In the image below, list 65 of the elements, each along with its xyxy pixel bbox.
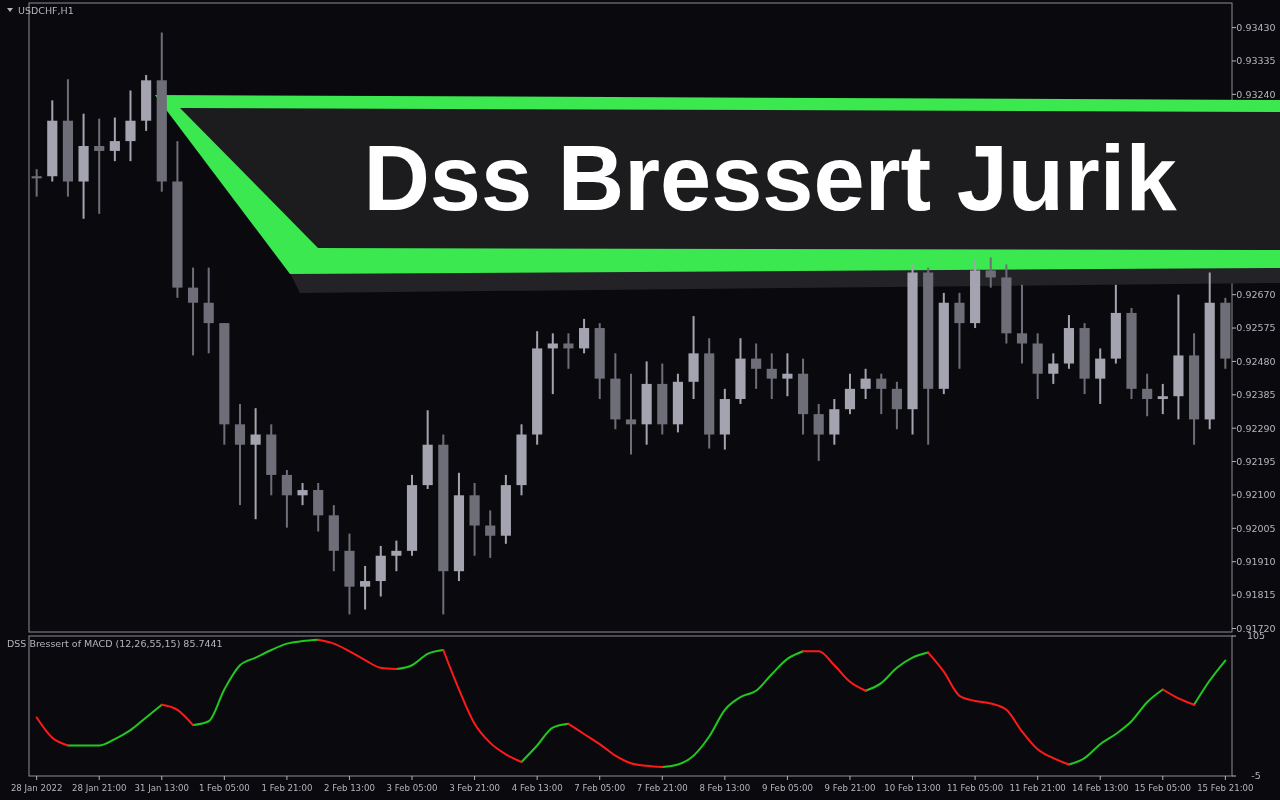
- x-tick-label: 28 Jan 2022: [10, 783, 63, 793]
- x-tick-label: 31 Jan 13:00: [134, 783, 189, 793]
- y-tick-label: 0.92385: [1236, 389, 1276, 401]
- candlestick: [782, 352, 793, 398]
- x-tick-label: 9 Feb 21:00: [824, 783, 876, 793]
- x-tick-label: 8 Feb 13:00: [699, 783, 751, 793]
- candlestick: [31, 168, 42, 198]
- candlestick: [234, 402, 246, 507]
- candlestick: [954, 291, 965, 370]
- candlestick: [187, 266, 199, 357]
- candlestick: [985, 256, 996, 289]
- x-tick-label: 9 Feb 05:00: [761, 783, 813, 793]
- x-tick-label: 1 Feb 21:00: [261, 783, 313, 793]
- candlestick: [1142, 372, 1153, 418]
- candlestick: [1048, 352, 1059, 385]
- candlestick: [876, 372, 887, 416]
- candlestick: [391, 539, 402, 573]
- candlestick: [360, 564, 371, 611]
- candlestick: [94, 117, 105, 215]
- y-tick-label: 0.92575: [1236, 322, 1276, 334]
- candlestick: [109, 116, 120, 163]
- y-tick-label: 0.92005: [1236, 522, 1276, 534]
- x-tick-label: 3 Feb 21:00: [449, 783, 501, 793]
- x-tick-label: 10 Feb 13:00: [884, 783, 941, 793]
- x-tick-label: 1 Feb 05:00: [198, 783, 250, 793]
- candlestick: [250, 407, 261, 521]
- candlestick: [891, 380, 902, 431]
- x-tick-label: 11 Feb 21:00: [1009, 783, 1066, 793]
- candlestick: [860, 367, 871, 401]
- candlestick: [625, 372, 637, 456]
- x-tick-label: 4 Feb 13:00: [511, 783, 563, 793]
- y-tick-label: 0.92290: [1236, 422, 1276, 434]
- candlestick: [844, 372, 856, 416]
- x-tick-label: 3 Feb 05:00: [386, 783, 438, 793]
- y-tick-label: 0.93430: [1236, 21, 1276, 33]
- candlestick: [1157, 382, 1168, 416]
- candlestick: [813, 402, 824, 462]
- y-tick-label: 0.92195: [1236, 455, 1276, 467]
- y-tick-label: 0.91910: [1236, 556, 1276, 568]
- candlestick: [751, 342, 762, 390]
- x-tick-label: 14 Feb 13:00: [1072, 783, 1129, 793]
- y-tick-label: 0.92100: [1236, 489, 1276, 501]
- x-tick-label: 15 Feb 21:00: [1197, 783, 1254, 793]
- candlestick: [485, 509, 496, 559]
- candlestick: [766, 352, 777, 401]
- candlestick: [1095, 347, 1106, 405]
- y-tick-label: -5: [1251, 770, 1261, 782]
- y-tick-label: 0.92480: [1236, 355, 1276, 367]
- y-tick-label: 0.91815: [1236, 589, 1276, 601]
- chart-title: DSS Bressert of MACD (12,26,55,15) 85.7441: [7, 638, 223, 649]
- candlestick: [578, 317, 590, 355]
- x-tick-label: 7 Feb 05:00: [574, 783, 626, 793]
- x-tick-label: 11 Feb 05:00: [946, 783, 1004, 793]
- chart-title: USDCHF,H1: [18, 5, 74, 16]
- x-tick-label: 15 Feb 05:00: [1134, 783, 1191, 793]
- candlestick: [297, 482, 308, 507]
- candlestick: [125, 89, 136, 163]
- annotation: Dss Bressert Jurik: [363, 127, 1178, 229]
- candlestick: [203, 266, 214, 355]
- x-tick-label: 2 Feb 13:00: [324, 783, 375, 793]
- x-tick-label: 28 Jan 21:00: [72, 783, 127, 793]
- x-tick-label: 7 Feb 21:00: [636, 783, 688, 793]
- candlestick: [1016, 283, 1028, 365]
- candlestick: [281, 469, 292, 529]
- y-tick-label: 0.93335: [1236, 55, 1276, 67]
